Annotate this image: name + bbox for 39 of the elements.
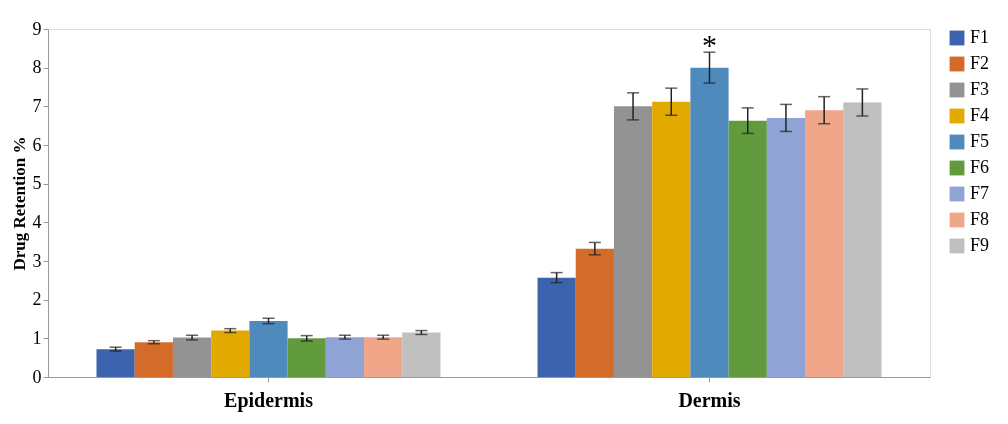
bar [575, 248, 614, 377]
bar [287, 338, 326, 377]
x-tick-label: Dermis [678, 388, 741, 411]
bar [766, 117, 806, 377]
y-tick-label: 0 [32, 366, 42, 387]
bar [364, 337, 403, 377]
legend-label: F1 [970, 27, 990, 47]
bar [325, 337, 365, 377]
y-tick-label: 4 [32, 211, 42, 232]
bar [805, 110, 844, 377]
bar [402, 332, 441, 377]
bar [211, 330, 250, 377]
y-tick-label: 1 [32, 327, 42, 348]
y-tick-label: 2 [32, 289, 42, 310]
bar [249, 320, 288, 377]
legend-label: F5 [970, 131, 990, 151]
y-tick-label: 3 [32, 250, 42, 271]
legend-label: F9 [970, 235, 990, 255]
y-tick-label: 8 [32, 57, 42, 78]
y-tick-label: 5 [32, 173, 42, 194]
annotation: * [702, 28, 717, 62]
bar [96, 349, 135, 377]
bar [728, 120, 767, 377]
bar [652, 101, 691, 377]
x-tick-label: Epidermis [224, 388, 314, 412]
bar [843, 102, 882, 377]
legend-label: F3 [970, 79, 990, 99]
bar [537, 277, 576, 377]
y-tick-label: 9 [32, 18, 42, 39]
legend-label: F4 [970, 105, 990, 125]
legend-label: F2 [970, 53, 990, 73]
y-tick-label: 7 [32, 95, 42, 116]
y-tick-label: 6 [32, 134, 42, 155]
legend-label: F8 [970, 209, 990, 229]
bar [690, 67, 729, 377]
y-axis-title: Drug Retention % [9, 136, 29, 271]
legend-label: F7 [970, 183, 990, 203]
legend-label: F6 [970, 157, 990, 177]
bar [134, 342, 173, 377]
